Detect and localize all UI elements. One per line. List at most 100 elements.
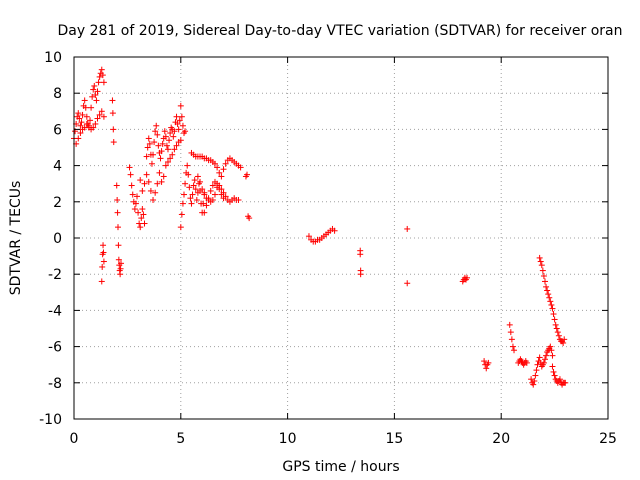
data-point (185, 171, 192, 178)
data-point (154, 180, 161, 187)
data-point (235, 196, 242, 203)
data-point (193, 196, 200, 203)
data-point (170, 133, 177, 140)
data-point (549, 363, 556, 370)
data-point (113, 182, 120, 189)
data-point (152, 189, 159, 196)
data-point (137, 177, 144, 184)
data-point (550, 368, 557, 375)
data-point (538, 262, 545, 269)
data-point (528, 376, 535, 383)
data-point (177, 137, 184, 144)
data-point (157, 155, 164, 162)
data-point (199, 186, 206, 193)
data-point (540, 273, 547, 280)
data-point (137, 224, 144, 231)
data-point (560, 339, 567, 346)
x-tick-label: 15 (385, 431, 403, 447)
data-point (162, 133, 169, 140)
y-tick-label: -10 (39, 412, 62, 428)
x-tick-label: 0 (70, 431, 79, 447)
data-point (139, 206, 146, 213)
data-point (197, 178, 204, 185)
data-point (148, 160, 155, 167)
data-point (551, 316, 558, 323)
y-tick-label: 2 (53, 195, 62, 211)
data-point (549, 305, 556, 312)
data-point (160, 173, 167, 180)
data-point (194, 173, 201, 180)
data-point (81, 124, 88, 131)
data-point (547, 298, 554, 305)
data-point (110, 126, 117, 133)
data-point (83, 113, 90, 120)
data-point (404, 225, 411, 232)
data-point (357, 271, 364, 278)
data-point (173, 142, 180, 149)
x-axis-label: GPS time / hours (282, 459, 399, 475)
data-point (141, 180, 148, 187)
data-point (85, 122, 92, 129)
data-point (190, 182, 197, 189)
data-point (220, 195, 227, 202)
data-point (109, 110, 116, 117)
data-point (144, 144, 151, 151)
data-point (553, 325, 560, 332)
data-point (152, 128, 159, 135)
data-point (549, 352, 556, 359)
data-point (94, 115, 101, 122)
data-point (511, 347, 518, 354)
data-point (178, 211, 185, 218)
data-point (114, 196, 121, 203)
data-point (218, 173, 225, 180)
data-point (151, 139, 158, 146)
data-point (98, 66, 105, 73)
data-point (203, 202, 210, 209)
data-point (139, 187, 146, 194)
data-point (189, 191, 196, 198)
data-point (146, 140, 153, 147)
data-point (90, 86, 97, 93)
data-point (554, 329, 561, 336)
data-point (216, 169, 223, 176)
y-tick-label: -8 (48, 376, 62, 392)
data-point (536, 354, 543, 361)
data-point (481, 358, 488, 365)
data-point (95, 79, 102, 86)
data-point (214, 164, 221, 171)
data-point (214, 180, 221, 187)
data-point (143, 171, 150, 178)
data-point (75, 135, 82, 142)
data-point (237, 164, 244, 171)
data-point (546, 294, 553, 301)
data-point (150, 196, 157, 203)
data-point (540, 359, 547, 366)
y-axis-label: SDTVAR / TECUs (8, 181, 24, 296)
data-point (562, 379, 569, 386)
data-point (91, 82, 98, 89)
data-point (539, 267, 546, 274)
data-point (78, 119, 85, 126)
data-point (129, 191, 136, 198)
data-point (90, 124, 97, 131)
data-point (543, 283, 550, 290)
y-tick-label: -4 (48, 303, 62, 319)
data-point (96, 111, 103, 118)
x-tick-label: 5 (176, 431, 185, 447)
data-point (162, 162, 169, 169)
data-point (117, 271, 124, 278)
data-point (115, 242, 122, 249)
data-point (533, 367, 540, 374)
y-tick-label: 10 (44, 50, 62, 66)
data-point (173, 113, 180, 120)
data-point (177, 224, 184, 231)
data-point (209, 182, 216, 189)
data-point (92, 92, 99, 99)
data-point (167, 130, 174, 137)
data-point (134, 193, 141, 200)
data-point (100, 249, 107, 256)
data-point (201, 209, 208, 216)
x-tick-label: 25 (599, 431, 617, 447)
data-point (483, 365, 490, 372)
data-point (141, 220, 148, 227)
